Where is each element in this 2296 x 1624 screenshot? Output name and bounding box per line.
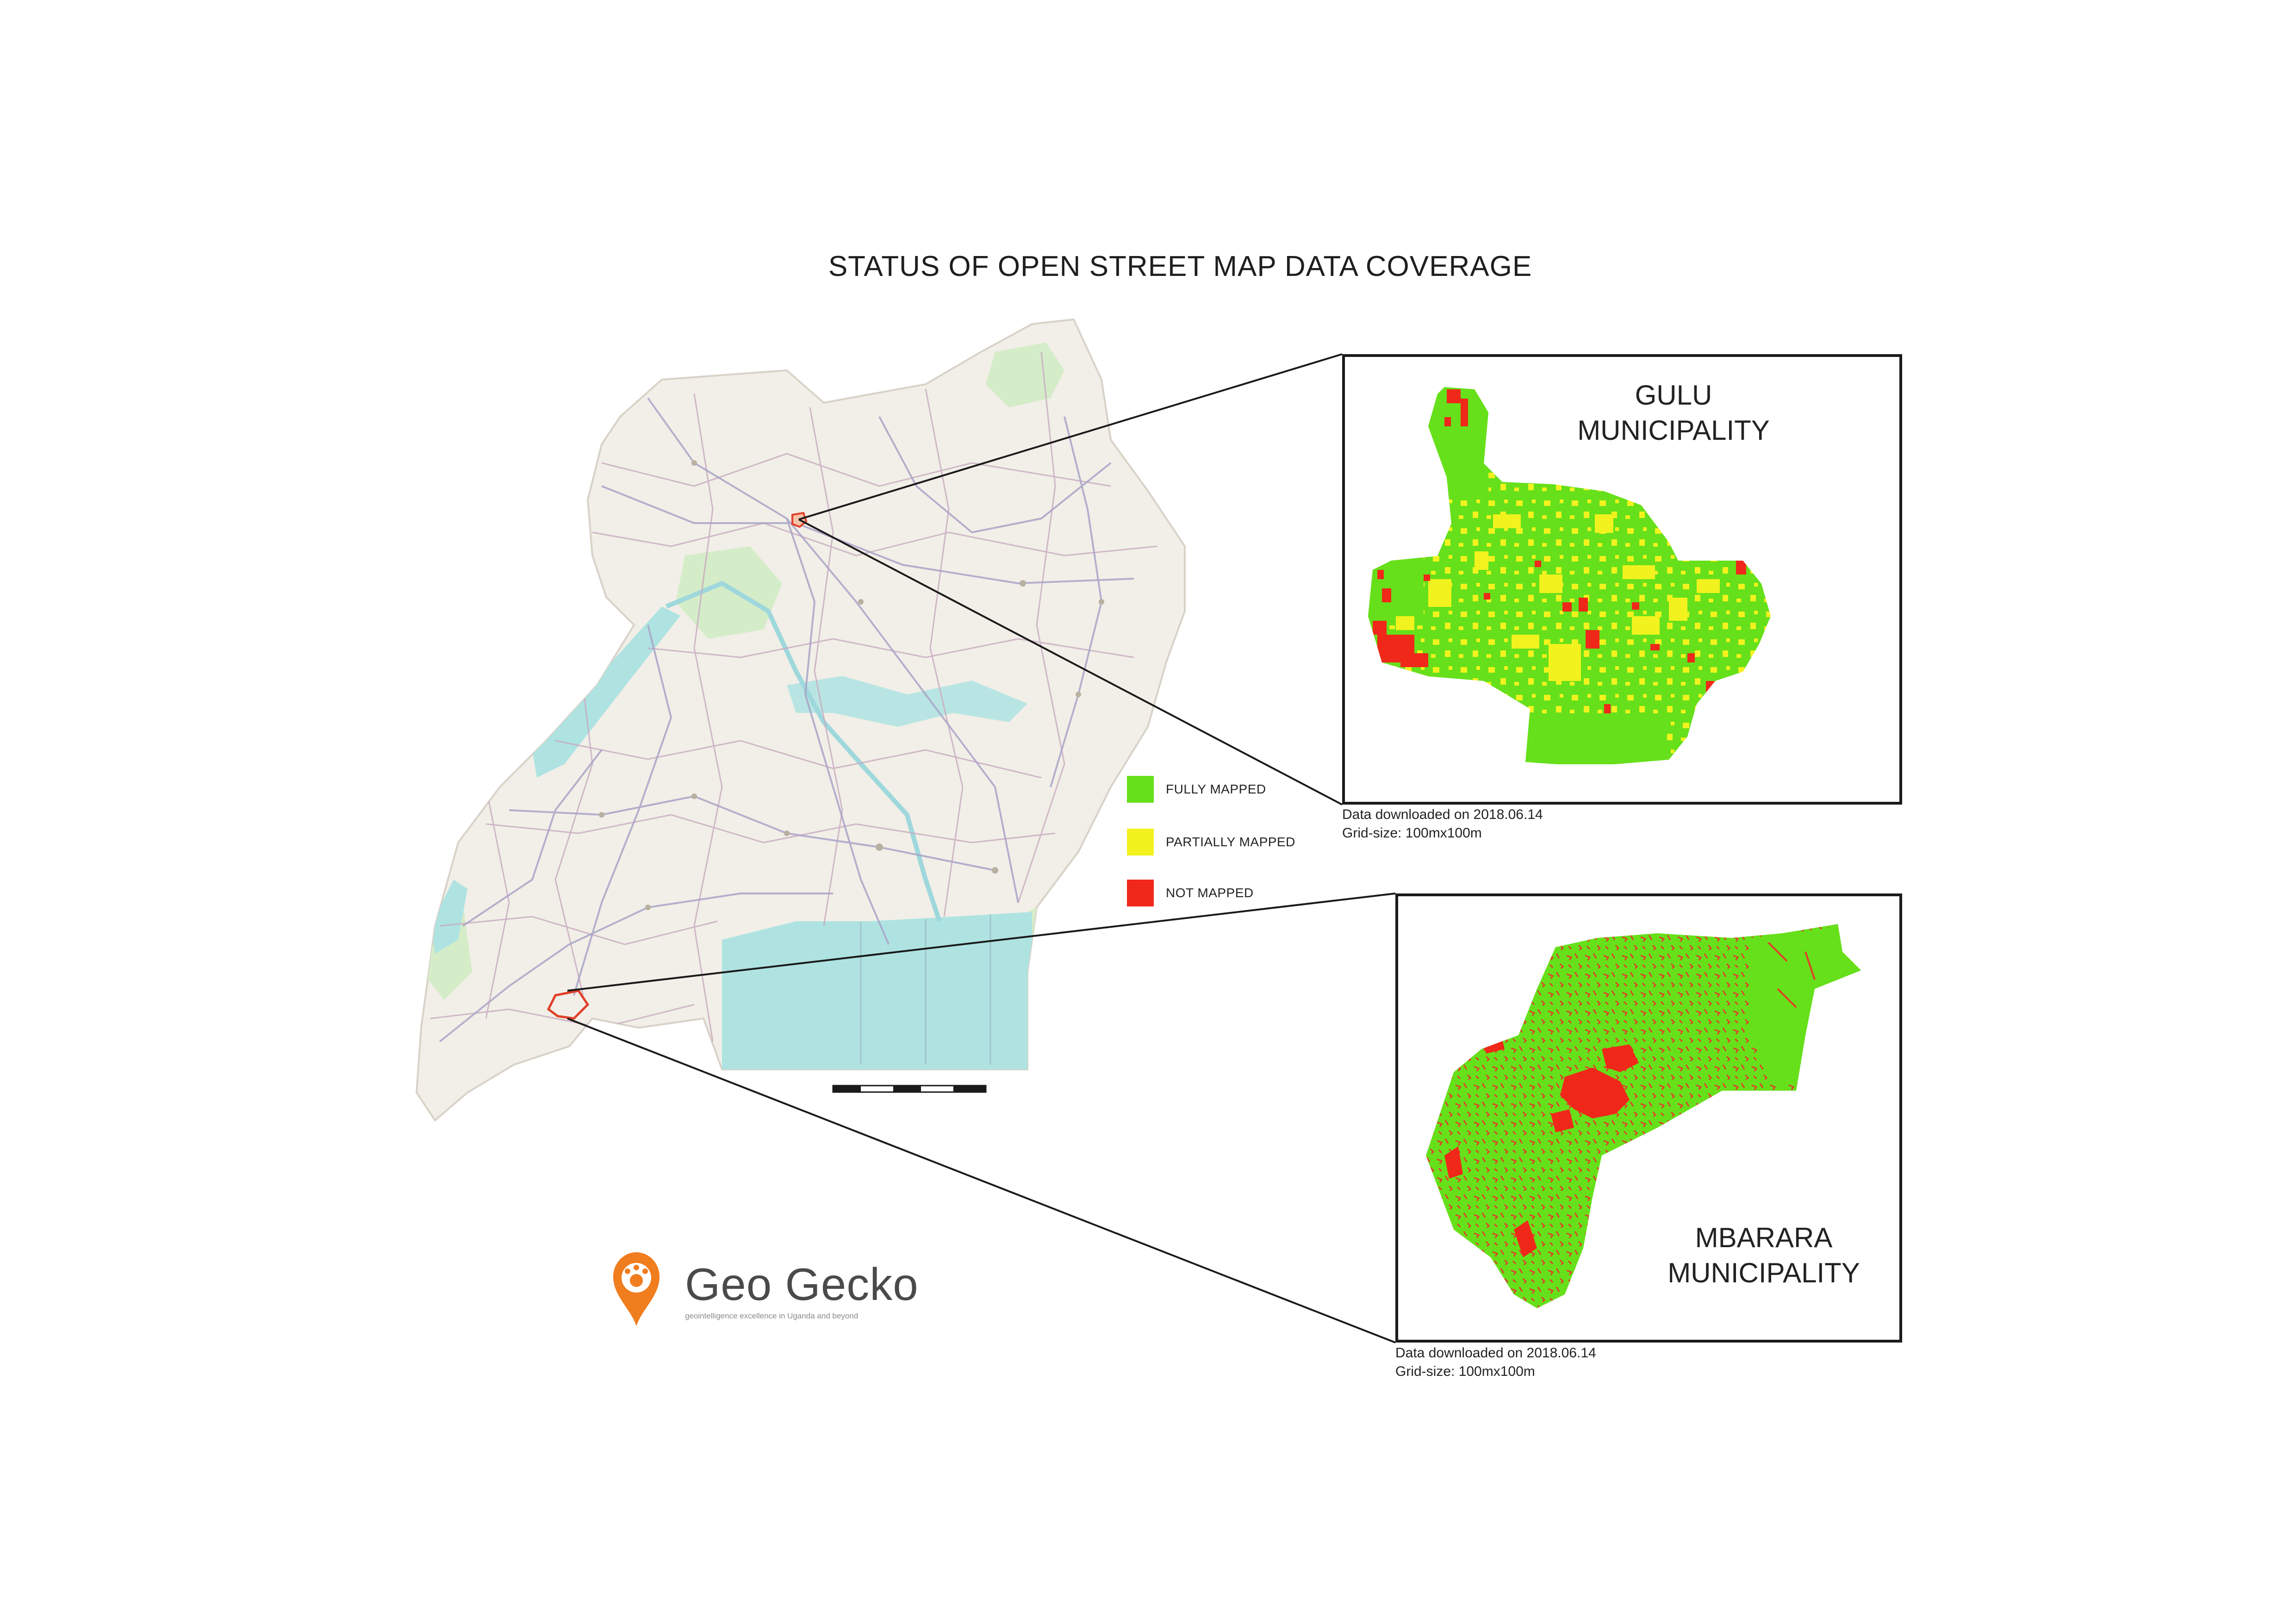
legend-swatch-yellow: [1127, 829, 1154, 856]
legend-item-partially-mapped: PARTIALLY MAPPED: [1127, 829, 1295, 856]
logo-tagline: geointelligence excellence in Uganda and…: [685, 1311, 859, 1320]
gulu-coverage-grid: [1368, 387, 1771, 764]
logo-name: Geo Gecko: [685, 1258, 919, 1310]
mbarara-download-date: Data downloaded on 2018.06.14: [1395, 1345, 1596, 1361]
map-pin-logo-icon: [613, 1252, 660, 1326]
inset-connector-lines: [567, 353, 1396, 1343]
mbarara-marker: [547, 989, 590, 1020]
mbarara-inset-panel: MBARARA MUNICIPALITY: [1395, 893, 1902, 1343]
legend-swatch-red: [1127, 880, 1154, 906]
scale-bar: [832, 1085, 987, 1093]
gulu-title: GULU MUNICIPALITY: [1521, 378, 1826, 448]
district-boundaries: [430, 351, 1157, 1042]
not-mapped-core: [1444, 1031, 1639, 1257]
mbarara-title-line1: MBARARA: [1695, 1222, 1833, 1253]
mbarara-coverage-grid: [1426, 924, 1861, 1308]
legend-item-not-mapped: NOT MAPPED: [1127, 880, 1254, 906]
gulu-data-note: Data downloaded on 2018.06.14 Grid-size:…: [1342, 806, 1543, 843]
gulu-title-line1: GULU: [1635, 380, 1712, 411]
mbarara-title: MBARARA MUNICIPALITY: [1630, 1220, 1898, 1291]
legend-item-fully-mapped: FULLY MAPPED: [1127, 776, 1266, 803]
road-network: [439, 397, 1134, 1043]
lake-albert: [532, 606, 680, 778]
lake-kyoga: [787, 676, 1027, 727]
mbarara-title-line2: MUNICIPALITY: [1668, 1257, 1860, 1288]
map-title: STATUS OF OPEN STREET MAP DATA COVERAGE: [828, 250, 1532, 282]
legend-label: PARTIALLY MAPPED: [1166, 835, 1295, 849]
legend-label: FULLY MAPPED: [1166, 782, 1266, 796]
mbarara-grid-size: Grid-size: 100mx100m: [1395, 1364, 1535, 1379]
gulu-title-line2: MUNICIPALITY: [1577, 415, 1770, 446]
mbarara-data-note: Data downloaded on 2018.06.14 Grid-size:…: [1395, 1344, 1596, 1381]
gulu-inset-panel: GULU MUNICIPALITY: [1342, 354, 1902, 805]
geo-gecko-logo: Geo Gecko geointelligence excellence in …: [611, 1250, 919, 1329]
partially-mapped-cells: [1396, 514, 1720, 681]
lake-edward: [430, 880, 467, 954]
gulu-download-date: Data downloaded on 2018.06.14: [1342, 807, 1543, 822]
lake-grid-lines: [860, 914, 991, 1065]
legend-label: NOT MAPPED: [1166, 886, 1254, 900]
gulu-grid-size: Grid-size: 100mx100m: [1342, 825, 1482, 841]
park-area: [676, 546, 782, 639]
legend-swatch-green: [1127, 776, 1154, 803]
nile-river: [666, 581, 942, 922]
lake-victoria: [722, 912, 1032, 1074]
